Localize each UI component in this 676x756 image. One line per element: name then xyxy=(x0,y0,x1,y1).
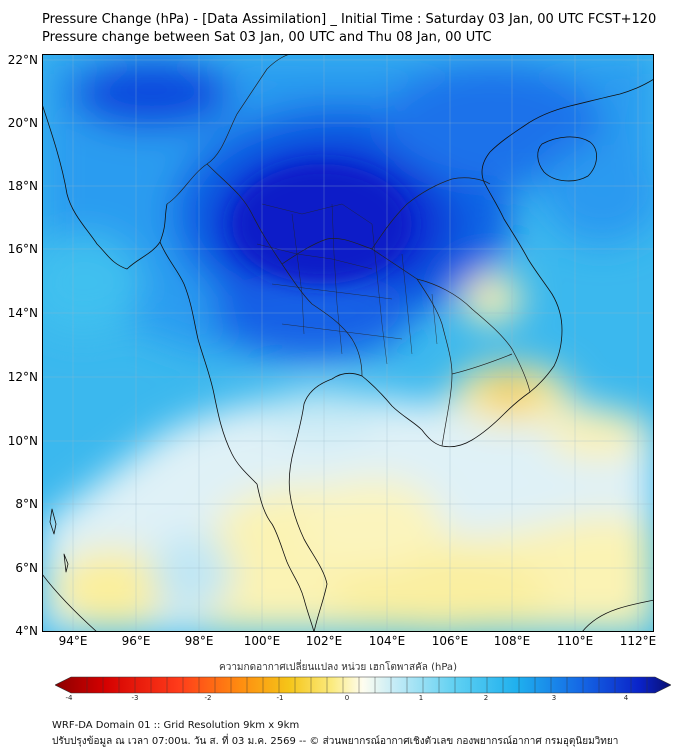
lat-label-18N: 18°N xyxy=(7,179,38,193)
colorbar-segments xyxy=(86,677,648,693)
chart-subtitle: Pressure change between Sat 03 Jan, 00 U… xyxy=(42,30,492,45)
colorbar-tick-2: 2 xyxy=(483,694,489,702)
lon-label-108E: 108°E xyxy=(493,634,531,648)
lat-label-20N: 20°N xyxy=(7,116,38,130)
map-border xyxy=(42,54,654,632)
lon-label-104E: 104°E xyxy=(368,634,406,648)
update-credit: ปรับปรุงข้อมูล ณ เวลา 07:00น. วัน ส. ที่… xyxy=(52,736,619,747)
colorbar-tick-3: 3 xyxy=(551,694,557,702)
lat-label-4N: 4°N xyxy=(15,624,38,638)
colorbar-tick-0: 0 xyxy=(344,694,350,702)
graticule xyxy=(42,54,654,632)
colorbar-tick-minus4: -4 xyxy=(65,694,73,702)
chart-title: Pressure Change (hPa) - [Data Assimilati… xyxy=(42,12,657,27)
lon-label-94E: 94°E xyxy=(58,634,88,648)
pressure-change-map xyxy=(42,54,654,632)
lat-label-12N: 12°N xyxy=(7,370,38,384)
lon-label-106E: 106°E xyxy=(431,634,469,648)
colorbar xyxy=(55,676,671,694)
colorbar-gradient xyxy=(55,676,671,694)
lat-label-8N: 8°N xyxy=(15,497,38,511)
colorbar-tick-minus1: -1 xyxy=(276,694,284,702)
country-borders xyxy=(166,54,531,447)
lon-label-100E: 100°E xyxy=(243,634,281,648)
lat-label-14N: 14°N xyxy=(7,306,38,320)
province-borders xyxy=(256,203,438,365)
lon-label-102E: 102°E xyxy=(305,634,343,648)
lon-label-110E: 110°E xyxy=(556,634,594,648)
lon-label-112E: 112°E xyxy=(619,634,657,648)
lon-label-98E: 98°E xyxy=(184,634,214,648)
lat-label-6N: 6°N xyxy=(15,561,38,575)
colorbar-tick-4: 4 xyxy=(623,694,629,702)
lat-label-22N: 22°N xyxy=(7,53,38,67)
model-info: WRF-DA Domain 01 :: Grid Resolution 9km … xyxy=(52,720,300,731)
colorbar-tick-minus3: -3 xyxy=(131,694,139,702)
lon-label-96E: 96°E xyxy=(121,634,151,648)
lat-label-10N: 10°N xyxy=(7,434,38,448)
colorbar-tick-1: 1 xyxy=(418,694,424,702)
colorbar-title: ความกดอากาศเปลี่ยนแปลง หน่วย เฮกโตพาสคัล… xyxy=(219,662,457,673)
lat-label-16N: 16°N xyxy=(7,242,38,256)
colorbar-tick-minus2: -2 xyxy=(204,694,212,702)
coastlines xyxy=(42,78,654,632)
